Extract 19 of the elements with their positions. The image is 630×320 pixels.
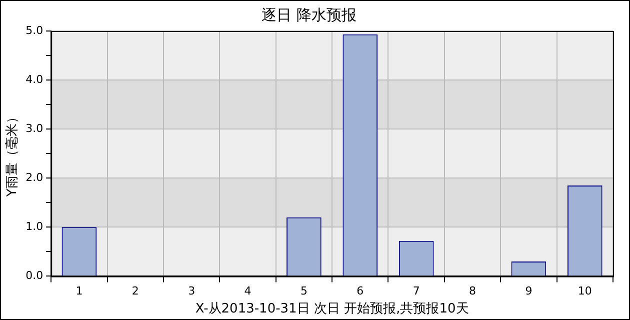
y-tick-label: 3.0 — [26, 122, 44, 135]
y-tick-label: 4.0 — [26, 72, 44, 86]
x-tick-label: 4 — [244, 284, 252, 298]
y-tick-label: 0.0 — [26, 269, 44, 282]
x-tick-label: 9 — [525, 284, 532, 298]
x-tick-label: 8 — [469, 284, 476, 298]
x-tick-label: 2 — [132, 284, 139, 298]
y-tick-label: 5.0 — [26, 24, 44, 37]
y-axis-title: Y雨量（毫米） — [4, 110, 20, 198]
x-tick-label: 3 — [188, 284, 196, 298]
x-tick-label: 5 — [300, 284, 308, 298]
x-tick-label: 1 — [76, 284, 83, 298]
x-tick-label: 6 — [356, 284, 364, 298]
x-tick-label: 7 — [412, 284, 420, 298]
chart-title: 逐日 降水预报 — [262, 6, 356, 24]
x-tick-label: 10 — [578, 284, 592, 298]
y-tick-label: 1.0 — [26, 220, 44, 234]
y-tick-label: 2.0 — [26, 170, 44, 184]
x-axis-title: X-从2013-10-31日 次日 开始预报,共预报10天 — [195, 302, 469, 317]
